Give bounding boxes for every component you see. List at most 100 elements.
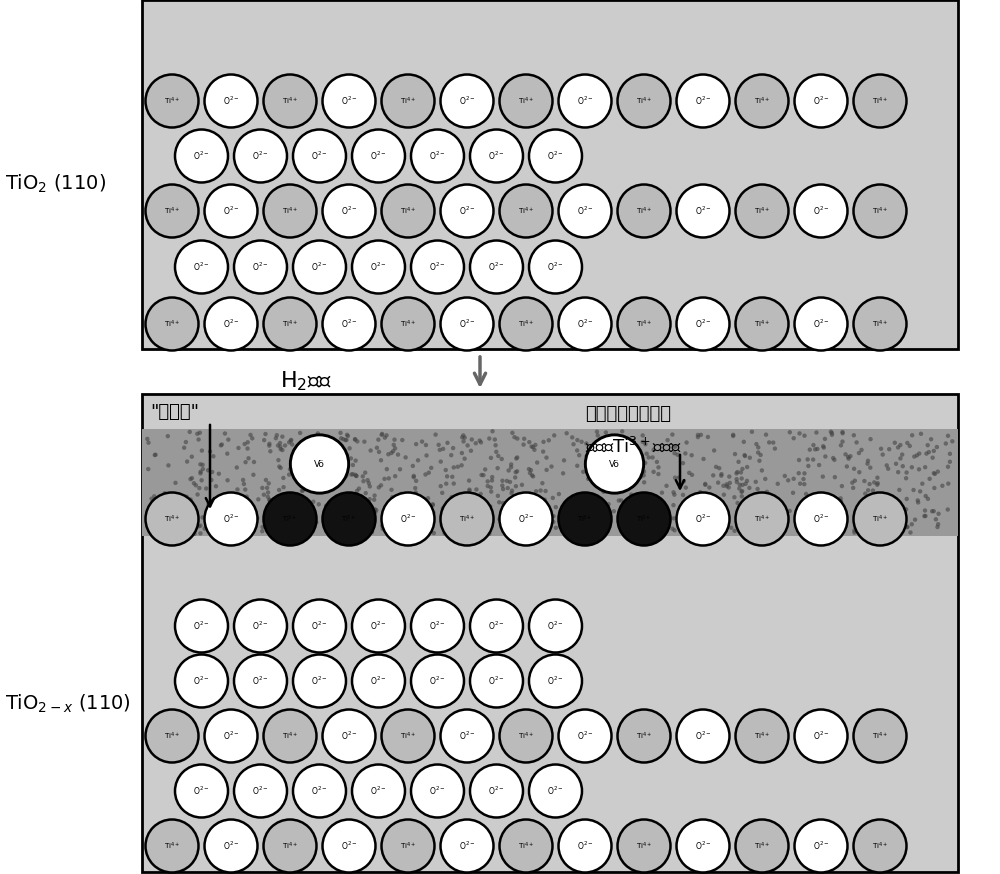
Circle shape: [823, 437, 827, 441]
Circle shape: [736, 460, 741, 464]
Circle shape: [854, 297, 907, 350]
Circle shape: [761, 503, 765, 508]
Circle shape: [706, 434, 710, 439]
Circle shape: [750, 430, 754, 434]
Circle shape: [767, 503, 772, 508]
Circle shape: [431, 503, 435, 507]
Circle shape: [197, 524, 201, 529]
Circle shape: [372, 493, 377, 498]
Circle shape: [304, 512, 308, 517]
Circle shape: [478, 506, 483, 510]
Circle shape: [449, 453, 453, 457]
Circle shape: [717, 507, 721, 511]
Text: O$^{2-}$: O$^{2-}$: [429, 675, 446, 687]
Circle shape: [157, 503, 161, 508]
Text: Ti$^{4+}$: Ti$^{4+}$: [164, 318, 180, 329]
Circle shape: [776, 482, 780, 486]
Circle shape: [673, 475, 677, 480]
Circle shape: [857, 470, 862, 475]
Circle shape: [489, 489, 493, 494]
Text: O$^{2-}$: O$^{2-}$: [252, 149, 269, 163]
Circle shape: [322, 486, 327, 490]
Circle shape: [393, 446, 397, 451]
Circle shape: [451, 523, 456, 527]
Circle shape: [767, 440, 771, 445]
Circle shape: [575, 438, 580, 442]
Text: O$^{2-}$: O$^{2-}$: [695, 730, 711, 742]
Circle shape: [206, 468, 210, 473]
Circle shape: [341, 437, 345, 441]
Text: O$^{2-}$: O$^{2-}$: [547, 260, 564, 274]
Circle shape: [209, 478, 214, 482]
Circle shape: [184, 495, 189, 499]
Circle shape: [735, 297, 788, 350]
Circle shape: [268, 449, 273, 454]
Circle shape: [284, 515, 289, 519]
Circle shape: [524, 510, 529, 514]
Circle shape: [742, 453, 747, 457]
Circle shape: [640, 434, 645, 438]
Circle shape: [292, 459, 296, 463]
Circle shape: [626, 480, 630, 484]
Text: Ti$^{4+}$: Ti$^{4+}$: [518, 205, 534, 217]
Circle shape: [531, 531, 535, 535]
Circle shape: [547, 438, 551, 442]
Text: Ti$^{4+}$: Ti$^{4+}$: [754, 840, 770, 851]
Circle shape: [529, 600, 582, 653]
Text: Ti$^{4+}$: Ti$^{4+}$: [754, 95, 770, 107]
Text: TiO$_2$ (110): TiO$_2$ (110): [5, 173, 106, 195]
Circle shape: [925, 443, 930, 447]
Circle shape: [315, 453, 319, 457]
Circle shape: [794, 493, 848, 545]
Circle shape: [410, 524, 415, 529]
Circle shape: [720, 500, 725, 504]
Circle shape: [436, 442, 441, 447]
Circle shape: [551, 496, 555, 500]
Circle shape: [770, 504, 775, 509]
Circle shape: [264, 493, 316, 545]
Circle shape: [601, 500, 606, 505]
Circle shape: [772, 497, 777, 503]
Circle shape: [263, 432, 268, 436]
Circle shape: [152, 513, 156, 517]
Circle shape: [269, 504, 273, 509]
Circle shape: [264, 478, 268, 482]
Circle shape: [751, 520, 756, 524]
Circle shape: [804, 492, 808, 496]
Circle shape: [719, 474, 723, 478]
Circle shape: [554, 505, 558, 510]
Circle shape: [899, 517, 903, 521]
Circle shape: [248, 433, 253, 437]
Text: Ti$^{4+}$: Ti$^{4+}$: [872, 318, 888, 329]
Circle shape: [153, 453, 158, 457]
Circle shape: [825, 527, 830, 531]
Circle shape: [489, 485, 493, 489]
Circle shape: [935, 445, 939, 449]
Circle shape: [811, 443, 816, 447]
Circle shape: [541, 440, 546, 444]
Circle shape: [549, 464, 554, 468]
Circle shape: [293, 600, 346, 653]
Circle shape: [845, 464, 849, 468]
Circle shape: [303, 502, 307, 506]
Circle shape: [281, 485, 286, 489]
Circle shape: [584, 454, 589, 459]
Circle shape: [948, 452, 952, 456]
Circle shape: [527, 467, 531, 471]
Circle shape: [163, 491, 167, 496]
Circle shape: [190, 524, 195, 529]
Circle shape: [167, 529, 171, 533]
Circle shape: [500, 483, 505, 488]
Text: O$^{2-}$: O$^{2-}$: [223, 94, 239, 108]
Text: "无序层": "无序层": [150, 403, 199, 421]
Circle shape: [355, 440, 360, 444]
Circle shape: [706, 510, 710, 515]
Circle shape: [199, 478, 204, 482]
Circle shape: [249, 510, 254, 515]
Circle shape: [338, 431, 343, 435]
Text: O$^{2-}$: O$^{2-}$: [252, 675, 269, 687]
Circle shape: [873, 512, 878, 517]
Circle shape: [428, 529, 432, 533]
Circle shape: [743, 506, 747, 510]
Circle shape: [379, 483, 383, 488]
